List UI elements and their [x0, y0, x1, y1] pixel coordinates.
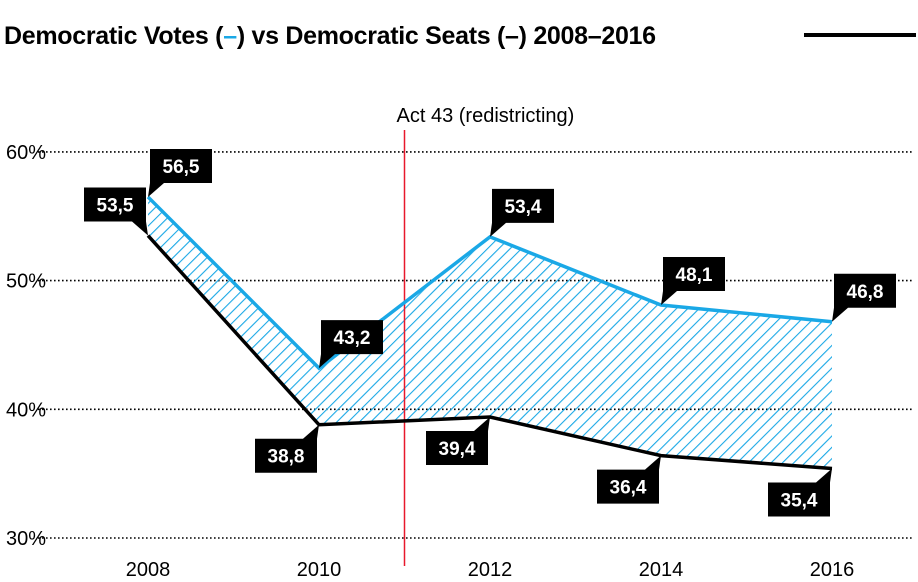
x-tick-layer: 2008 2010 2012 2014 2016: [126, 559, 855, 581]
title-blue-dash: –: [223, 22, 237, 50]
x-tick-label: 2010: [297, 559, 342, 581]
label-layer: 56,5 43,2 53,4 48,1 46,8 53,5 38,8 39,4 36,4 35,4: [84, 148, 896, 517]
seats-label: 53,5: [84, 187, 148, 236]
votes-label-box: [319, 320, 383, 369]
y-tick-label: 50%: [6, 271, 46, 293]
votes-label: 43,2: [319, 320, 383, 369]
seats-label-text: 38,8: [268, 447, 305, 468]
seats-label-box: [255, 424, 319, 473]
votes-label-box: [148, 148, 212, 197]
seats-label-box: [768, 468, 832, 517]
grid-layer: 30% 40% 50% 60%: [6, 142, 914, 550]
votes-label-text: 43,2: [334, 328, 371, 349]
votes-label: 48,1: [661, 257, 725, 306]
seats-label: 35,4: [768, 468, 832, 517]
x-tick-label: 2014: [639, 559, 684, 581]
x-tick-label: 2016: [810, 559, 855, 581]
seats-label-text: 39,4: [439, 439, 476, 460]
votes-label-text: 46,8: [847, 282, 884, 303]
votes-label-text: 48,1: [676, 265, 713, 286]
area-layer: [148, 196, 832, 469]
hatched-gap-area: [148, 196, 832, 469]
votes-label: 46,8: [832, 273, 896, 322]
y-tick-label: 40%: [6, 399, 46, 421]
seats-label-box: [426, 417, 490, 466]
seats-label: 39,4: [426, 417, 490, 466]
y-tick-label: 30%: [6, 528, 46, 550]
seats-label: 36,4: [597, 455, 661, 504]
chart-title: Democratic Votes (–) vs Democratic Seats…: [4, 18, 656, 54]
annotation-label: Act 43 (redistricting): [397, 105, 575, 127]
seats-label-text: 53,5: [97, 196, 134, 217]
votes-label-text: 53,4: [505, 197, 542, 218]
votes-label-box: [661, 257, 725, 306]
seats-label-box: [84, 187, 148, 236]
title-part-2: ) vs Democratic Seats (–) 2008–2016: [236, 22, 656, 50]
votes-label: 53,4: [490, 188, 554, 237]
votes-label: 56,5: [148, 148, 212, 197]
votes-label-text: 56,5: [163, 157, 200, 178]
seats-label-text: 35,4: [781, 491, 818, 512]
title-rule: [804, 33, 916, 37]
seats-label-text: 36,4: [610, 478, 647, 499]
x-tick-label: 2012: [468, 559, 513, 581]
votes-label-box: [490, 188, 554, 237]
title-row: Democratic Votes (–) vs Democratic Seats…: [4, 18, 916, 58]
votes-label-box: [832, 273, 896, 322]
x-tick-label: 2008: [126, 559, 171, 581]
y-tick-label: 60%: [6, 142, 46, 164]
title-part-1: Democratic Votes (: [4, 22, 224, 50]
seats-label-box: [597, 455, 661, 504]
annotation-layer: Act 43 (redistricting): [397, 105, 575, 566]
seats-label: 38,8: [255, 424, 319, 473]
